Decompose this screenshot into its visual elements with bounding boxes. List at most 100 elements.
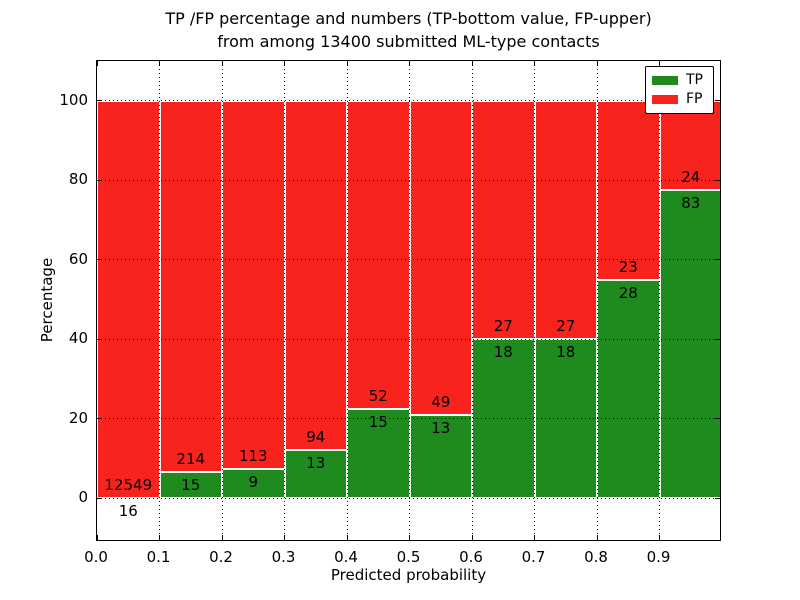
bar-count-label-tp: 18 xyxy=(556,343,576,362)
y-tick-mark-right xyxy=(715,259,720,261)
bar-count-label-fp: 27 xyxy=(493,317,513,336)
grid-line-horizontal xyxy=(97,497,720,499)
x-tick-mark-bottom xyxy=(409,535,410,540)
bar-count-label-tp: 16 xyxy=(118,501,138,520)
x-tick-mark-top xyxy=(97,61,98,66)
chart-title-line-1: TP /FP percentage and numbers (TP-bottom… xyxy=(165,9,652,28)
bar-segment-fp xyxy=(534,100,597,340)
x-tick-label: 0.6 xyxy=(459,548,483,566)
x-tick-mark-top xyxy=(159,61,160,66)
y-tick-label: 40 xyxy=(68,329,88,348)
y-tick-mark-right xyxy=(715,418,720,420)
bar-count-label-fp: 27 xyxy=(556,317,576,336)
bar-segment-fp xyxy=(347,100,410,410)
bar-count-label-fp: 49 xyxy=(431,392,451,411)
bar-segment-fp xyxy=(659,100,720,190)
legend-entry-tp: TP xyxy=(652,71,707,90)
x-tick-mark-bottom xyxy=(596,535,598,540)
bar-count-label-tp: 15 xyxy=(181,476,201,495)
x-tick-mark-top xyxy=(346,61,348,66)
y-tick-mark-left xyxy=(97,179,102,181)
chart-title: TP /FP percentage and numbers (TP-bottom… xyxy=(96,7,721,53)
grid-line-vertical xyxy=(596,61,598,540)
grid-line-vertical xyxy=(284,61,285,540)
x-tick-mark-top xyxy=(534,61,535,66)
x-tick-mark-bottom xyxy=(97,535,98,540)
bar-segment-fp xyxy=(284,100,347,450)
grid-line-vertical xyxy=(409,61,410,540)
grid-line-horizontal xyxy=(97,179,720,181)
grid-line-vertical xyxy=(159,61,160,540)
bar-segment-fp xyxy=(409,100,472,415)
x-tick-label: 0.2 xyxy=(209,548,233,566)
grid-line-vertical xyxy=(346,61,348,540)
legend: TP FP xyxy=(645,66,714,114)
bar-count-label-tp: 28 xyxy=(618,284,638,303)
y-tick-label: 20 xyxy=(68,408,88,427)
x-tick-label: 0.4 xyxy=(334,548,358,566)
y-tick-label: 0 xyxy=(78,488,88,507)
bar-count-label-fp: 12549 xyxy=(104,475,153,494)
x-tick-label: 0.7 xyxy=(521,548,546,566)
bar-segment-fp xyxy=(97,100,160,498)
y-tick-mark-right xyxy=(715,179,720,181)
y-tick-mark-right xyxy=(715,497,720,499)
grid-line-vertical xyxy=(659,61,660,540)
grid-line-horizontal xyxy=(97,100,720,102)
bar-count-label-fp: 113 xyxy=(238,446,268,465)
fp-color-swatch xyxy=(652,95,678,104)
x-tick-mark-top xyxy=(284,61,285,66)
y-tick-mark-left xyxy=(97,338,102,340)
legend-label-fp: FP xyxy=(686,91,703,107)
bar-count-label-fp: 94 xyxy=(306,427,326,446)
bar-count-label-tp: 83 xyxy=(681,193,701,212)
bar-count-label-fp: 214 xyxy=(176,450,206,469)
y-tick-mark-left xyxy=(97,100,102,102)
chart-title-line-2: from among 13400 submitted ML-type conta… xyxy=(217,32,600,51)
grid-line-horizontal xyxy=(97,338,720,340)
x-tick-mark-top xyxy=(659,61,660,66)
y-tick-mark-left xyxy=(97,259,102,261)
legend-label-tp: TP xyxy=(686,72,703,88)
y-tick-mark-left xyxy=(97,418,102,420)
x-tick-label: 0.5 xyxy=(396,548,421,566)
x-tick-mark-bottom xyxy=(659,535,660,540)
y-tick-label: 80 xyxy=(68,170,88,189)
y-tick-mark-right xyxy=(715,338,720,340)
x-tick-mark-top xyxy=(221,61,223,66)
bar-segment-tp xyxy=(597,280,660,499)
bar-segment-fp xyxy=(597,100,660,281)
grid-line-vertical xyxy=(471,61,473,540)
y-tick-label: 100 xyxy=(59,90,88,109)
x-tick-label: 0.1 xyxy=(146,548,171,566)
x-tick-mark-bottom xyxy=(221,535,223,540)
bar-segment-fp xyxy=(472,100,535,340)
x-tick-mark-bottom xyxy=(284,535,285,540)
bar-count-label-fp: 23 xyxy=(618,258,638,277)
bar-segment-fp xyxy=(159,100,222,473)
x-tick-label: 0.9 xyxy=(646,548,671,566)
bar-count-label-tp: 15 xyxy=(368,413,388,432)
y-tick-label: 60 xyxy=(68,249,88,268)
plot-area: 12549 16 214 15 113 9 94 13 52 15 49 13 27 18 27 18 23 28… xyxy=(96,60,721,541)
x-tick-mark-top xyxy=(471,61,473,66)
bar-count-label-fp: 52 xyxy=(368,387,388,406)
x-tick-label: 0.8 xyxy=(584,548,608,566)
x-tick-mark-top xyxy=(596,61,598,66)
grid-line-horizontal xyxy=(97,259,720,261)
bar-segment-fp xyxy=(222,100,285,469)
bar-count-label-tp: 13 xyxy=(431,418,451,437)
x-tick-label: 0.3 xyxy=(271,548,296,566)
x-tick-mark-bottom xyxy=(159,535,160,540)
y-tick-mark-right xyxy=(715,100,720,102)
y-tick-mark-left xyxy=(97,497,102,499)
x-axis-label: Predicted probability xyxy=(330,566,487,584)
tp-color-swatch xyxy=(652,76,678,85)
grid-line-horizontal xyxy=(97,418,720,420)
bar-segment-tp xyxy=(659,189,720,499)
x-tick-label: 0.0 xyxy=(84,548,108,566)
bar-count-label-tp: 9 xyxy=(248,472,259,491)
x-tick-mark-top xyxy=(409,61,410,66)
grid-line-vertical xyxy=(534,61,535,540)
